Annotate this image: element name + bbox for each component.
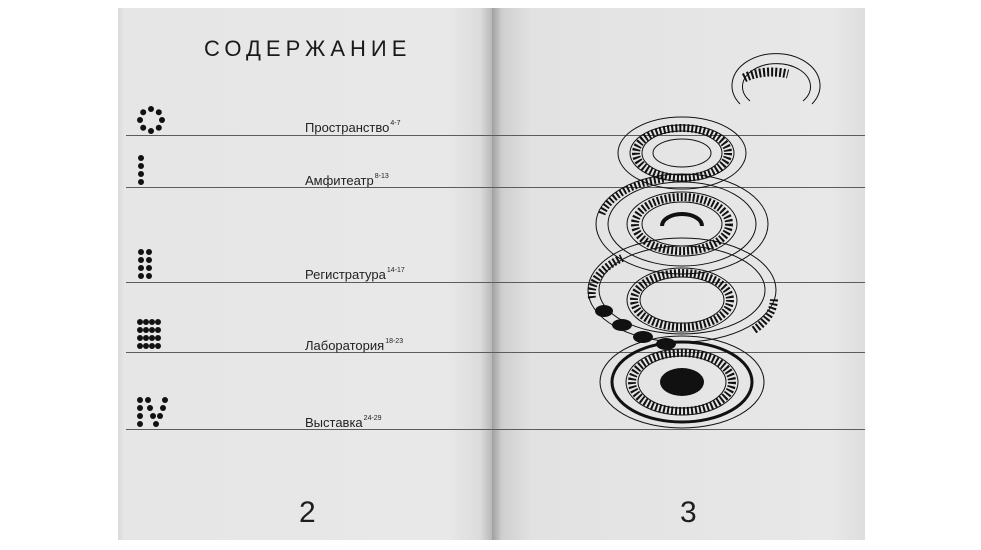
toc-entry-laboratory[interactable]: Лаборатория18-23 [305, 338, 403, 353]
dot-grid-icon [137, 319, 161, 349]
toc-entry-label: Пространство [305, 120, 390, 135]
divider [126, 282, 492, 283]
divider [126, 135, 492, 136]
divider [126, 429, 492, 430]
divider [126, 187, 492, 188]
toc-entry-label: Выставка [305, 415, 363, 430]
divider [492, 187, 865, 188]
toc-entry-label: Регистратура [305, 267, 386, 282]
concentric-rings-illustration [587, 53, 821, 429]
toc-entry-pages: 18-23 [385, 338, 404, 345]
divider [492, 282, 865, 283]
toc-entry-pages: 8-13 [374, 173, 389, 180]
toc-entry-amphitheatre[interactable]: Амфитеатр8-13 [305, 173, 389, 188]
page-number-right: 3 [680, 496, 697, 529]
toc-entry-pages: 14-17 [386, 267, 405, 274]
toc-entry-space[interactable]: Пространство4-7 [305, 120, 400, 135]
toc-entry-pages: 4-7 [390, 120, 401, 127]
toc-entry-registry[interactable]: Регистратура14-17 [305, 267, 405, 282]
toc-entry-exhibition[interactable]: Выставка24-29 [305, 415, 382, 430]
ring-of-dots-icon [137, 106, 165, 134]
contents-title: СОДЕРЖАНИЕ [204, 36, 412, 61]
page-number-left: 2 [299, 496, 316, 529]
divider [492, 135, 865, 136]
toc-entry-label: Амфитеатр [305, 173, 374, 188]
right-page: 3 [492, 8, 865, 540]
toc-entry-pages: 24-29 [363, 415, 382, 422]
divider [492, 429, 865, 430]
roman-four-dots-icon [137, 397, 168, 427]
left-page: СОДЕРЖАНИЕ Пространство4-7 [118, 8, 492, 540]
single-column-dots-icon [138, 155, 144, 185]
divider [126, 352, 492, 353]
two-column-dots-icon [138, 249, 152, 279]
toc-entry-label: Лаборатория [305, 338, 385, 353]
open-book: СОДЕРЖАНИЕ Пространство4-7 [118, 8, 865, 540]
